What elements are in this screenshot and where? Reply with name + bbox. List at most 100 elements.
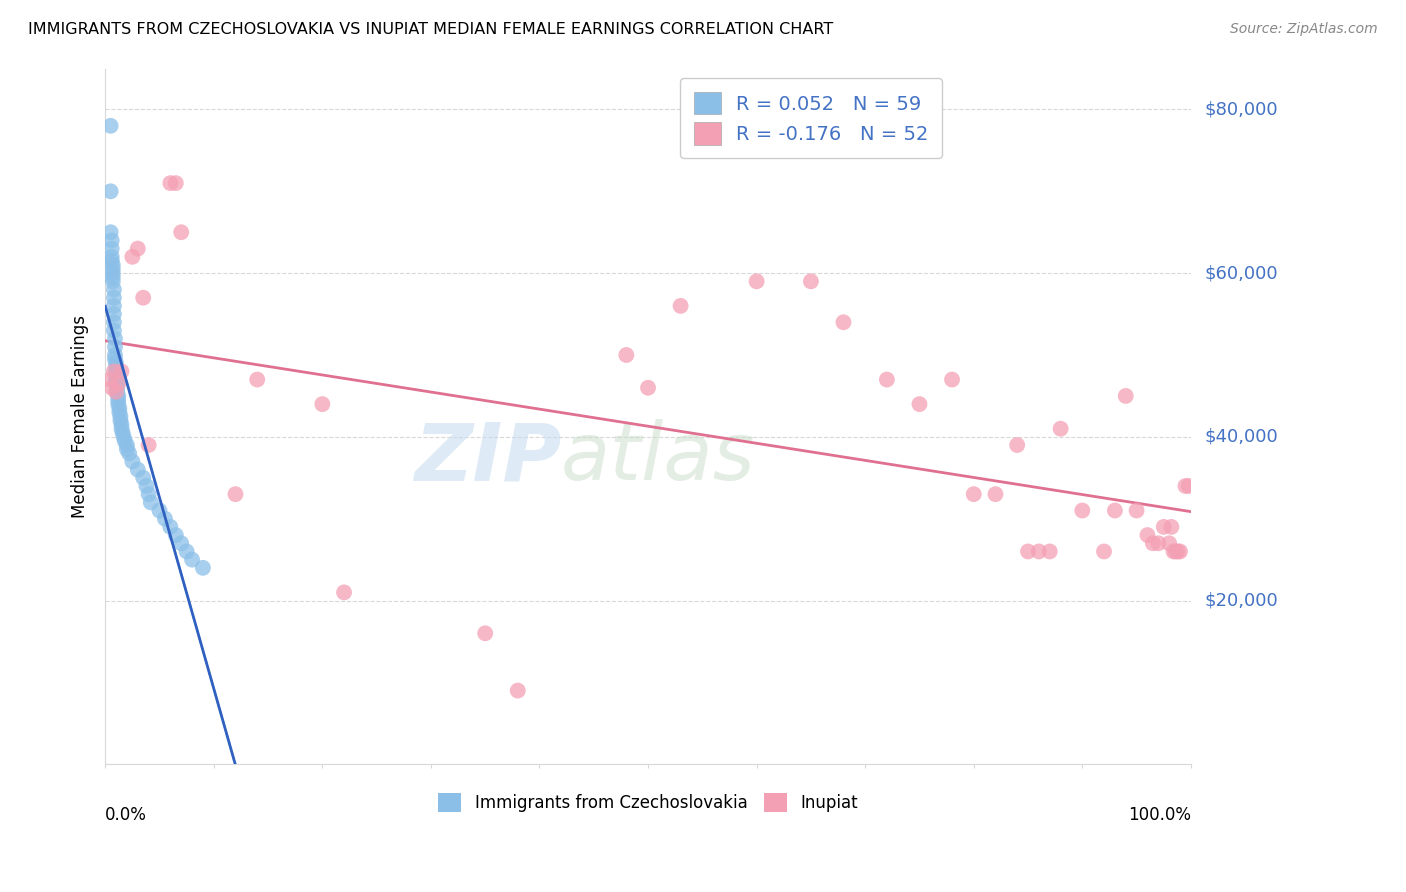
Point (941, 373, 963, 387)
Point (121, 250, 143, 264)
Point (105, 376, 128, 391)
Point (153, 512, 176, 526)
Point (100, 373, 122, 387)
Point (984, 487, 1007, 501)
Point (103, 299, 125, 313)
Point (105, 368, 128, 383)
Point (108, 401, 131, 416)
Point (100, 225, 122, 239)
Point (135, 479, 157, 493)
Point (1049, 422, 1071, 436)
Text: ZIP: ZIP (413, 419, 561, 497)
Point (100, 184, 122, 198)
Text: $60,000: $60,000 (1205, 264, 1278, 282)
Point (506, 683, 529, 698)
Point (103, 364, 125, 378)
Point (100, 250, 122, 264)
Point (105, 381, 128, 395)
Point (1174, 479, 1197, 493)
Point (1071, 503, 1094, 517)
Point (107, 397, 129, 411)
Point (115, 438, 138, 452)
Point (110, 409, 132, 424)
Point (1160, 520, 1182, 534)
Point (132, 471, 155, 485)
Point (107, 376, 129, 391)
Text: IMMIGRANTS FROM CZECHOSLOVAKIA VS INUPIAT MEDIAN FEMALE EARNINGS CORRELATION CHA: IMMIGRANTS FROM CZECHOSLOVAKIA VS INUPIA… (28, 22, 834, 37)
Point (103, 283, 125, 297)
Point (104, 340, 127, 354)
Point (1168, 544, 1191, 558)
Point (100, 253, 122, 268)
Point (745, 274, 768, 288)
Point (101, 266, 124, 280)
Point (101, 262, 124, 277)
Text: $80,000: $80,000 (1205, 101, 1278, 119)
Point (637, 381, 659, 395)
Point (1142, 536, 1164, 550)
Point (1177, 479, 1199, 493)
Point (170, 225, 193, 239)
Point (104, 348, 127, 362)
Point (1147, 536, 1170, 550)
Point (111, 425, 134, 440)
Point (115, 442, 138, 457)
Point (132, 291, 155, 305)
Point (876, 373, 898, 387)
Point (101, 270, 124, 285)
Point (103, 323, 125, 337)
Point (176, 544, 198, 558)
Point (105, 384, 128, 399)
Point (181, 552, 204, 566)
Point (104, 352, 127, 367)
Point (100, 234, 122, 248)
Point (105, 364, 128, 378)
Point (191, 561, 214, 575)
Point (1017, 544, 1039, 558)
Point (474, 626, 496, 640)
Point (105, 360, 128, 375)
Point (100, 119, 122, 133)
Point (1104, 503, 1126, 517)
Point (110, 417, 132, 432)
Point (1092, 544, 1115, 558)
Point (114, 434, 136, 448)
Point (165, 176, 187, 190)
Point (100, 381, 122, 395)
Point (139, 495, 162, 509)
Point (311, 397, 333, 411)
Point (1167, 544, 1189, 558)
Y-axis label: Median Female Earnings: Median Female Earnings (72, 315, 89, 518)
Point (110, 422, 132, 436)
Point (104, 332, 127, 346)
Point (159, 176, 181, 190)
Text: atlas: atlas (561, 419, 756, 497)
Point (159, 520, 181, 534)
Point (101, 274, 124, 288)
Point (107, 389, 129, 403)
Point (127, 242, 149, 256)
Text: $20,000: $20,000 (1205, 591, 1278, 609)
Point (107, 392, 129, 407)
Point (832, 315, 855, 329)
Point (1005, 438, 1028, 452)
Point (1028, 544, 1050, 558)
Legend: Immigrants from Czechoslovakia, Inupiat: Immigrants from Czechoslovakia, Inupiat (432, 786, 865, 819)
Point (1159, 536, 1181, 550)
Point (1136, 528, 1159, 542)
Point (118, 446, 141, 460)
Point (800, 274, 823, 288)
Point (1163, 544, 1185, 558)
Point (333, 585, 356, 599)
Point (105, 384, 128, 399)
Point (165, 528, 187, 542)
Point (963, 487, 986, 501)
Point (103, 315, 125, 329)
Point (1164, 544, 1187, 558)
Point (112, 430, 135, 444)
Text: 0.0%: 0.0% (105, 806, 148, 824)
Point (224, 487, 246, 501)
Point (614, 348, 637, 362)
Point (101, 258, 124, 272)
Point (246, 373, 269, 387)
